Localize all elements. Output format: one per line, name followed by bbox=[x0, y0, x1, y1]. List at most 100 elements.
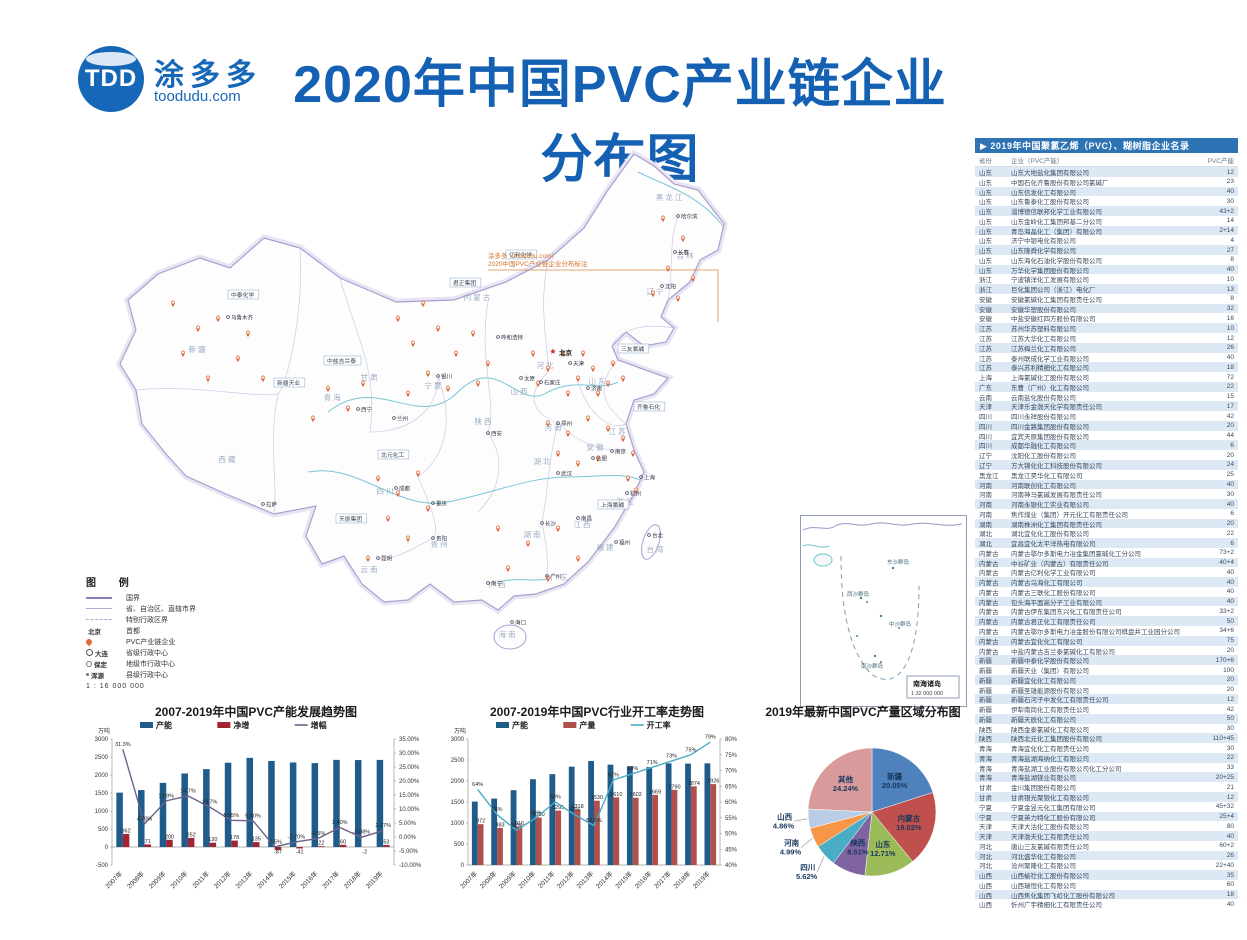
svg-text:362: 362 bbox=[122, 828, 131, 834]
company-pin bbox=[446, 385, 450, 392]
svg-text:4.86%: 4.86% bbox=[773, 821, 795, 830]
table-row: 山东 济宁中银电化有限公司 4 bbox=[979, 236, 1234, 246]
table-row: 甘肃 金川集团股份有限公司 21 bbox=[979, 783, 1234, 792]
svg-text:2018年: 2018年 bbox=[342, 869, 364, 891]
company-pin bbox=[506, 565, 510, 572]
table-row: 青海 青海盐湖镁业有限公司 20+25 bbox=[975, 772, 1238, 783]
city-label: 长沙 bbox=[545, 520, 557, 528]
company-pin bbox=[566, 430, 570, 437]
svg-text:883: 883 bbox=[495, 822, 504, 828]
legend-item: 北京 首都 bbox=[88, 627, 140, 636]
company-pin bbox=[556, 450, 560, 457]
svg-text:65%: 65% bbox=[725, 784, 738, 790]
company-pin bbox=[406, 390, 410, 397]
svg-text:1874: 1874 bbox=[688, 781, 700, 787]
city-dot-icon bbox=[591, 456, 595, 460]
svg-text:55%: 55% bbox=[530, 810, 541, 816]
prov-icon bbox=[86, 608, 112, 609]
table-row: 江苏 江苏大华化工有限公司 12 bbox=[979, 334, 1234, 343]
svg-text:972: 972 bbox=[476, 819, 485, 825]
company-pin bbox=[261, 375, 265, 382]
company-pin bbox=[651, 290, 655, 297]
svg-text:2012年: 2012年 bbox=[555, 869, 577, 891]
svg-text:2017年: 2017年 bbox=[652, 869, 674, 891]
svg-text:万吨: 万吨 bbox=[454, 727, 466, 735]
tdd-logo-icon: TDD bbox=[78, 46, 144, 112]
table-row: 山东 山东鲁泰化工股份有限公司 30 bbox=[979, 197, 1234, 207]
table-row: 四川 成都华融化工有限公司 6 bbox=[975, 440, 1238, 451]
company-callout: 新疆天业 bbox=[273, 377, 306, 388]
svg-text:1000: 1000 bbox=[451, 821, 465, 827]
city-dot-icon bbox=[394, 486, 398, 490]
city-dot-icon bbox=[576, 516, 580, 520]
company-pin bbox=[586, 415, 590, 422]
svg-text:1530: 1530 bbox=[591, 795, 603, 801]
city-dot-icon bbox=[639, 475, 643, 479]
svg-text:5.80%: 5.80% bbox=[245, 813, 261, 819]
city-dot-icon bbox=[647, 533, 651, 537]
company-pin bbox=[406, 535, 410, 542]
company-callout: 中泰化学 bbox=[227, 289, 260, 300]
city-label: 郑州 bbox=[561, 420, 572, 428]
svg-text:山东: 山东 bbox=[875, 839, 890, 849]
table-row: 内蒙古 内蒙古宜化化工有限公司 75 bbox=[975, 635, 1238, 646]
company-pin bbox=[236, 355, 240, 362]
svg-text:2012年: 2012年 bbox=[212, 869, 234, 891]
city-dot-icon bbox=[625, 491, 629, 495]
province-label: 安徽 bbox=[587, 442, 606, 452]
svg-text:2015年: 2015年 bbox=[613, 869, 635, 891]
city-label: 沈阳 bbox=[665, 283, 676, 291]
svg-text:56%: 56% bbox=[569, 807, 580, 813]
table-row: 山东 淄博德信联邦化学工业有限公司 43+2 bbox=[975, 206, 1238, 216]
regional-share-pie-chart: 2019年最新中国PVC产量区域分布图 新疆 20.05% 内蒙古 19.02% 山东 12… bbox=[752, 700, 974, 903]
province-label: 贵州 bbox=[431, 539, 450, 549]
table-row: 新疆 新疆圣雄能源股份有限公司 20 bbox=[979, 686, 1234, 695]
table-row: 内蒙古 中盐内蒙古吉兰泰氯碱化工有限公司 20 bbox=[979, 647, 1234, 656]
table-row: 四川 四川金路集团股份有限公司 20 bbox=[975, 420, 1238, 431]
table-row: 宁夏 宁夏英力特化工股份有限公司 25+4 bbox=[975, 811, 1238, 822]
table-row: 浙江 宁波镇洋化工发展有限公司 10 bbox=[979, 275, 1234, 285]
svg-text:其他: 其他 bbox=[838, 774, 854, 784]
company-pin bbox=[496, 525, 500, 532]
svg-text:产量: 产量 bbox=[579, 720, 595, 730]
table-row: 山东 山东隆舜化学有限公司 27 bbox=[975, 245, 1238, 255]
province-label: 湖南 bbox=[524, 529, 543, 539]
company-pin bbox=[581, 350, 585, 357]
svg-text:产能: 产能 bbox=[156, 720, 172, 730]
company-callout: 三友氯碱 bbox=[617, 343, 650, 354]
company-pin bbox=[326, 385, 330, 392]
city-dot-icon bbox=[614, 540, 618, 544]
svg-text:30.00%: 30.00% bbox=[399, 751, 420, 757]
province-label: 海南 bbox=[499, 629, 518, 639]
svg-text:-1.70%: -1.70% bbox=[288, 834, 306, 840]
city-dot-icon bbox=[392, 416, 396, 420]
company-pin bbox=[556, 525, 560, 532]
company-pin bbox=[576, 555, 580, 562]
svg-text:2011年: 2011年 bbox=[536, 869, 557, 890]
table-row: 内蒙古 内蒙古鄂尔多斯电力冶金股份有限公司棋盘井工业园分公司 34+6 bbox=[979, 627, 1234, 636]
table-row: 内蒙古 中谷矿业（内蒙古）有限责任公司 40+4 bbox=[975, 557, 1238, 568]
svg-text:3.40%: 3.40% bbox=[332, 820, 348, 826]
svg-text:2013年: 2013年 bbox=[233, 869, 255, 891]
svg-text:64%: 64% bbox=[472, 782, 483, 788]
svg-text:14.7%: 14.7% bbox=[180, 788, 196, 794]
city-label: 拉萨 bbox=[266, 501, 278, 509]
operating-rate-chart: 2007-2019年中国PVC行业开工率走势图 万吨 0 500 1000 1500 200… bbox=[438, 703, 756, 900]
svg-text:71: 71 bbox=[145, 839, 151, 845]
table-row: 山东 万华化学集团股份有限公司 40 bbox=[975, 264, 1238, 275]
province-label: 福建 bbox=[597, 542, 616, 552]
col-company: 企业（PVC产能） bbox=[1011, 157, 1064, 165]
svg-text:2007-2019年中国PVC产能发展趋势图: 2007-2019年中国PVC产能发展趋势图 bbox=[155, 704, 357, 719]
table-row: 黑龙江 黑龙江昊华化工有限公司 25 bbox=[979, 471, 1234, 480]
table-row: 河北 河北盛华化工有限公司 26 bbox=[975, 850, 1238, 861]
table-row: 山东 青岛海晶化工（集团）有限公司 2+14 bbox=[975, 225, 1238, 236]
capital-star-icon: ★ bbox=[549, 347, 556, 356]
city-label: 福州 bbox=[619, 539, 630, 547]
svg-text:增幅: 增幅 bbox=[311, 720, 327, 730]
svg-text:55%: 55% bbox=[725, 816, 738, 822]
legend-item: 特别行政区界 bbox=[86, 614, 246, 625]
company-pin bbox=[546, 420, 550, 427]
svg-text:67%: 67% bbox=[608, 772, 619, 778]
city-dot-icon bbox=[673, 250, 677, 254]
